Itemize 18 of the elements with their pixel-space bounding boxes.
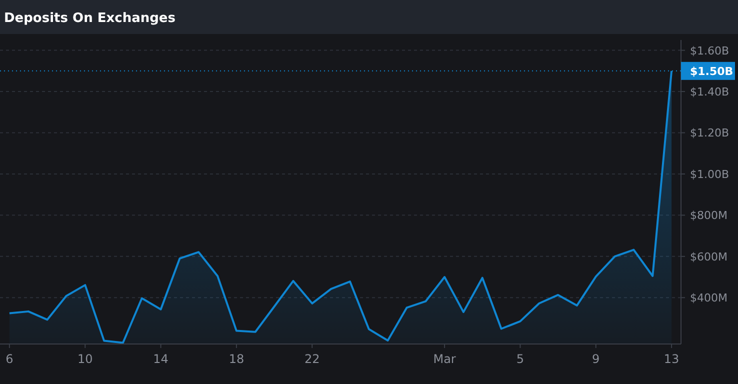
x-tick-label: 13 [664,352,680,366]
y-tick-label: $1.00B [690,168,730,181]
x-tick-label: Mar [433,352,456,366]
y-tick-label: $800M [690,209,728,222]
x-tick-label: 10 [77,352,93,366]
y-tick-label: $400M [690,292,728,305]
x-tick-label: 18 [228,352,244,366]
x-tick-label: 5 [516,352,524,366]
chart-title: Deposits On Exchanges [4,11,176,26]
x-tick-label: 22 [304,352,320,366]
ref-line-label: $1.50B [690,64,734,78]
y-tick-label: $1.40B [690,86,730,99]
x-tick-label: 9 [592,352,600,366]
y-tick-label: $1.60B [690,44,730,58]
x-tick-label: 14 [153,352,168,366]
x-tick-label: 6 [6,352,14,366]
y-tick-label: $600M [690,250,728,264]
y-tick-label: $1.20B [690,126,730,140]
